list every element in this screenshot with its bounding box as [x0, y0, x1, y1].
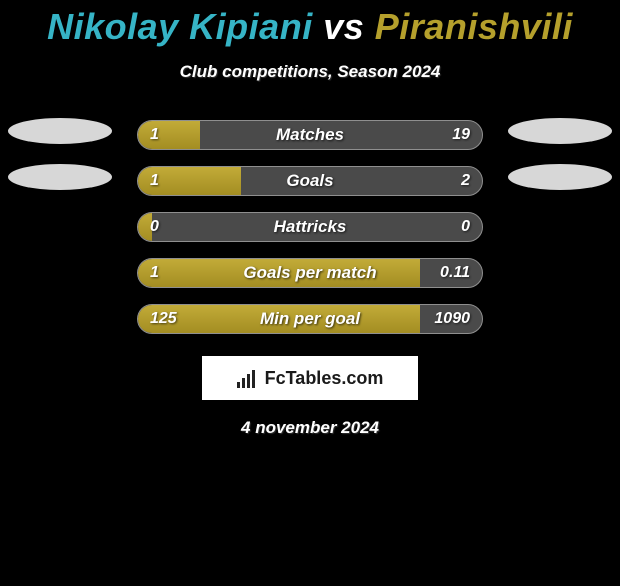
- player1-name: Nikolay Kipiani: [47, 6, 313, 47]
- metrics-container: 119Matches 12Goals 00Hattricks 10.11Goals p…: [0, 112, 620, 342]
- vs-text: vs: [323, 6, 364, 47]
- player2-ellipse: [508, 164, 612, 190]
- player1-ellipse: [8, 164, 112, 190]
- logo-text: FcTables.com: [265, 368, 384, 389]
- player2-name: Piranishvili: [375, 6, 573, 47]
- metric-row: 10.11Goals per match: [0, 250, 620, 296]
- chart-icon: [237, 368, 261, 388]
- metric-label: Min per goal: [138, 305, 482, 333]
- metric-row: 00Hattricks: [0, 204, 620, 250]
- fctables-logo: FcTables.com: [202, 356, 418, 400]
- metric-label: Goals per match: [138, 259, 482, 287]
- player1-ellipse: [8, 118, 112, 144]
- metric-label: Hattricks: [138, 213, 482, 241]
- bar-track: 12Goals: [137, 166, 483, 196]
- metric-label: Goals: [138, 167, 482, 195]
- bar-track: 1251090Min per goal: [137, 304, 483, 334]
- bar-track: 10.11Goals per match: [137, 258, 483, 288]
- bar-track: 119Matches: [137, 120, 483, 150]
- metric-row: 12Goals: [0, 158, 620, 204]
- subtitle: Club competitions, Season 2024: [0, 62, 620, 82]
- metric-row: 119Matches: [0, 112, 620, 158]
- player2-ellipse: [508, 118, 612, 144]
- date-text: 4 november 2024: [0, 418, 620, 438]
- metric-row: 1251090Min per goal: [0, 296, 620, 342]
- bar-track: 00Hattricks: [137, 212, 483, 242]
- metric-label: Matches: [138, 121, 482, 149]
- comparison-title: Nikolay Kipiani vs Piranishvili: [0, 6, 620, 48]
